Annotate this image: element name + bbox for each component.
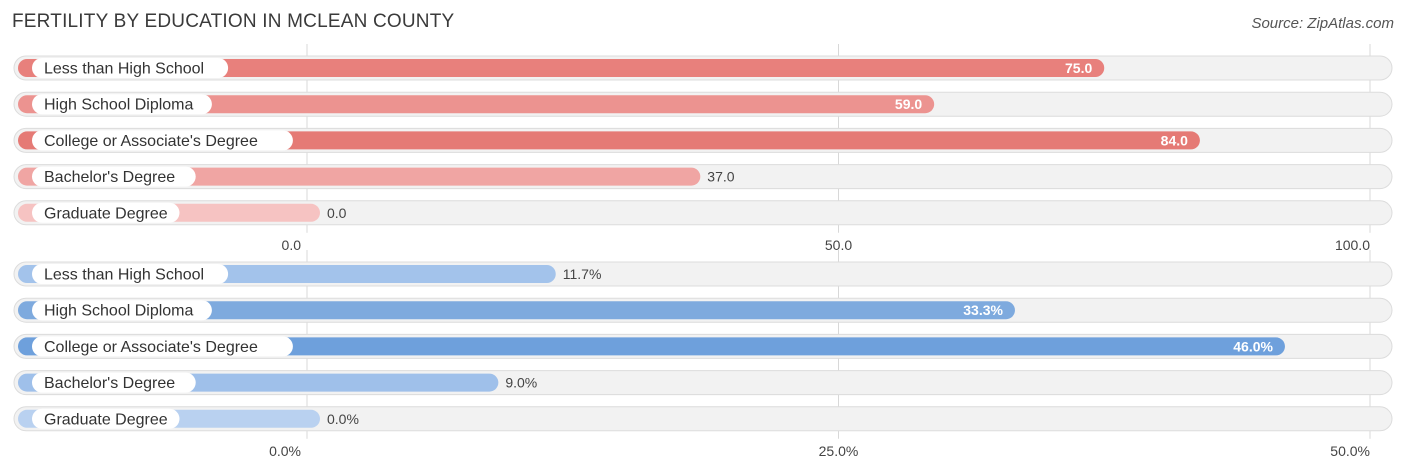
bar: [18, 131, 1200, 150]
value-label: 9.0%: [505, 375, 537, 391]
category-label: Bachelor's Degree: [44, 375, 175, 392]
category-label: Less than High School: [44, 61, 204, 78]
row-track: [13, 200, 1393, 226]
row-track: [13, 406, 1393, 432]
category-label: High School Diploma: [44, 303, 194, 320]
category-label: College or Associate's Degree: [44, 339, 258, 356]
category-label-pill: [32, 408, 180, 429]
x-tick-label: 0.0%: [269, 443, 301, 459]
x-tick-label: 100.0: [1335, 237, 1370, 253]
bar: [18, 301, 1015, 320]
value-label: 11.7%: [563, 266, 602, 282]
category-label-pill: [32, 94, 212, 115]
x-tick-label: 50.0: [825, 237, 852, 253]
bar: [18, 95, 935, 114]
category-label: Graduate Degree: [44, 205, 168, 222]
category-label: High School Diploma: [44, 97, 194, 114]
category-label-pill: [32, 166, 196, 187]
value-label: 37.0: [707, 169, 734, 185]
bar: [18, 337, 1285, 356]
value-label: 84.0: [1161, 132, 1188, 148]
bar: [18, 59, 1105, 77]
category-label: College or Associate's Degree: [44, 133, 258, 150]
value-label: 33.3%: [963, 302, 1003, 318]
category-label-pill: [32, 58, 229, 78]
value-label: 46.0%: [1233, 338, 1273, 354]
value-label: 0.0%: [327, 411, 359, 427]
category-label-pill: [32, 300, 212, 321]
x-tick-label: 50.0%: [1330, 443, 1370, 459]
category-label-pill: [32, 336, 293, 357]
category-label: Graduate Degree: [44, 411, 168, 428]
value-label: 0.0: [327, 205, 347, 221]
category-label: Bachelor's Degree: [44, 169, 175, 186]
source-label: Source: ZipAtlas.com: [1251, 15, 1394, 32]
category-label-pill: [32, 264, 229, 284]
category-label-pill: [32, 202, 180, 223]
category-label-pill: [32, 372, 196, 393]
value-label: 59.0: [895, 96, 922, 112]
x-tick-label: 25.0%: [819, 443, 859, 459]
category-label-pill: [32, 130, 293, 151]
x-tick-label: 0.0: [282, 237, 302, 253]
chart-title: FERTILITY BY EDUCATION IN MCLEAN COUNTY: [12, 11, 455, 32]
value-label: 75.0: [1065, 60, 1092, 76]
category-label: Less than High School: [44, 267, 204, 284]
